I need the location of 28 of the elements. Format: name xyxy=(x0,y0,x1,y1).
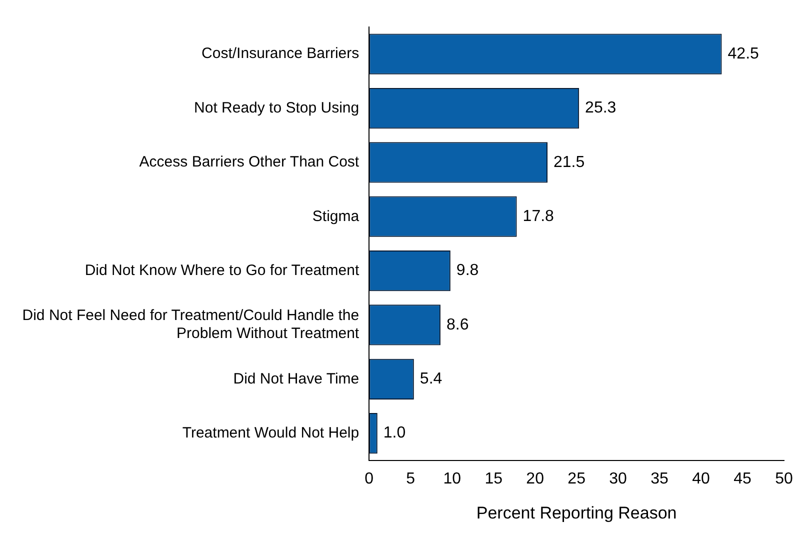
x-tick-label: 40 xyxy=(692,470,710,488)
data-label: 42.5 xyxy=(728,45,760,62)
x-tick-label: 10 xyxy=(443,470,462,488)
x-tick-label: 25 xyxy=(568,470,586,488)
data-label: 21.5 xyxy=(554,154,585,171)
x-tick-label: 0 xyxy=(364,470,374,488)
y-tick-label: Stigma xyxy=(312,208,360,225)
y-tick-label: Did Not Have Time xyxy=(233,370,360,388)
y-tick-label: Not Ready to Stop Using xyxy=(194,99,360,116)
data-label: 1.0 xyxy=(383,424,406,442)
data-label: 9.8 xyxy=(456,262,479,280)
data-label: 17.8 xyxy=(522,208,554,226)
y-tick-label: Did Not Feel Need for Treatment/Could Handle the Problem Without Treatment xyxy=(22,307,360,342)
data-label: 8.6 xyxy=(446,316,469,334)
y-tick-label: Treatment Would Not Help xyxy=(182,424,360,442)
data-label: 5.4 xyxy=(420,370,442,388)
y-tick-label: Cost/Insurance Barriers xyxy=(202,45,360,62)
x-tick-label: 45 xyxy=(734,470,752,488)
data-label: 25.3 xyxy=(585,100,616,117)
y-tick-label: Access Barriers Other Than Cost xyxy=(139,154,360,171)
x-tick-label: 20 xyxy=(526,470,544,488)
x-tick-label: 50 xyxy=(775,470,793,488)
x-tick-label: 30 xyxy=(609,470,628,488)
x-axis-title: Percent Reporting Reason xyxy=(476,503,677,522)
y-tick-label: Did Not Know Where to Go for Treatment xyxy=(84,262,360,279)
x-tick-label: 5 xyxy=(406,470,416,488)
x-tick-label: 35 xyxy=(650,470,669,488)
x-tick-label: 15 xyxy=(484,470,503,488)
